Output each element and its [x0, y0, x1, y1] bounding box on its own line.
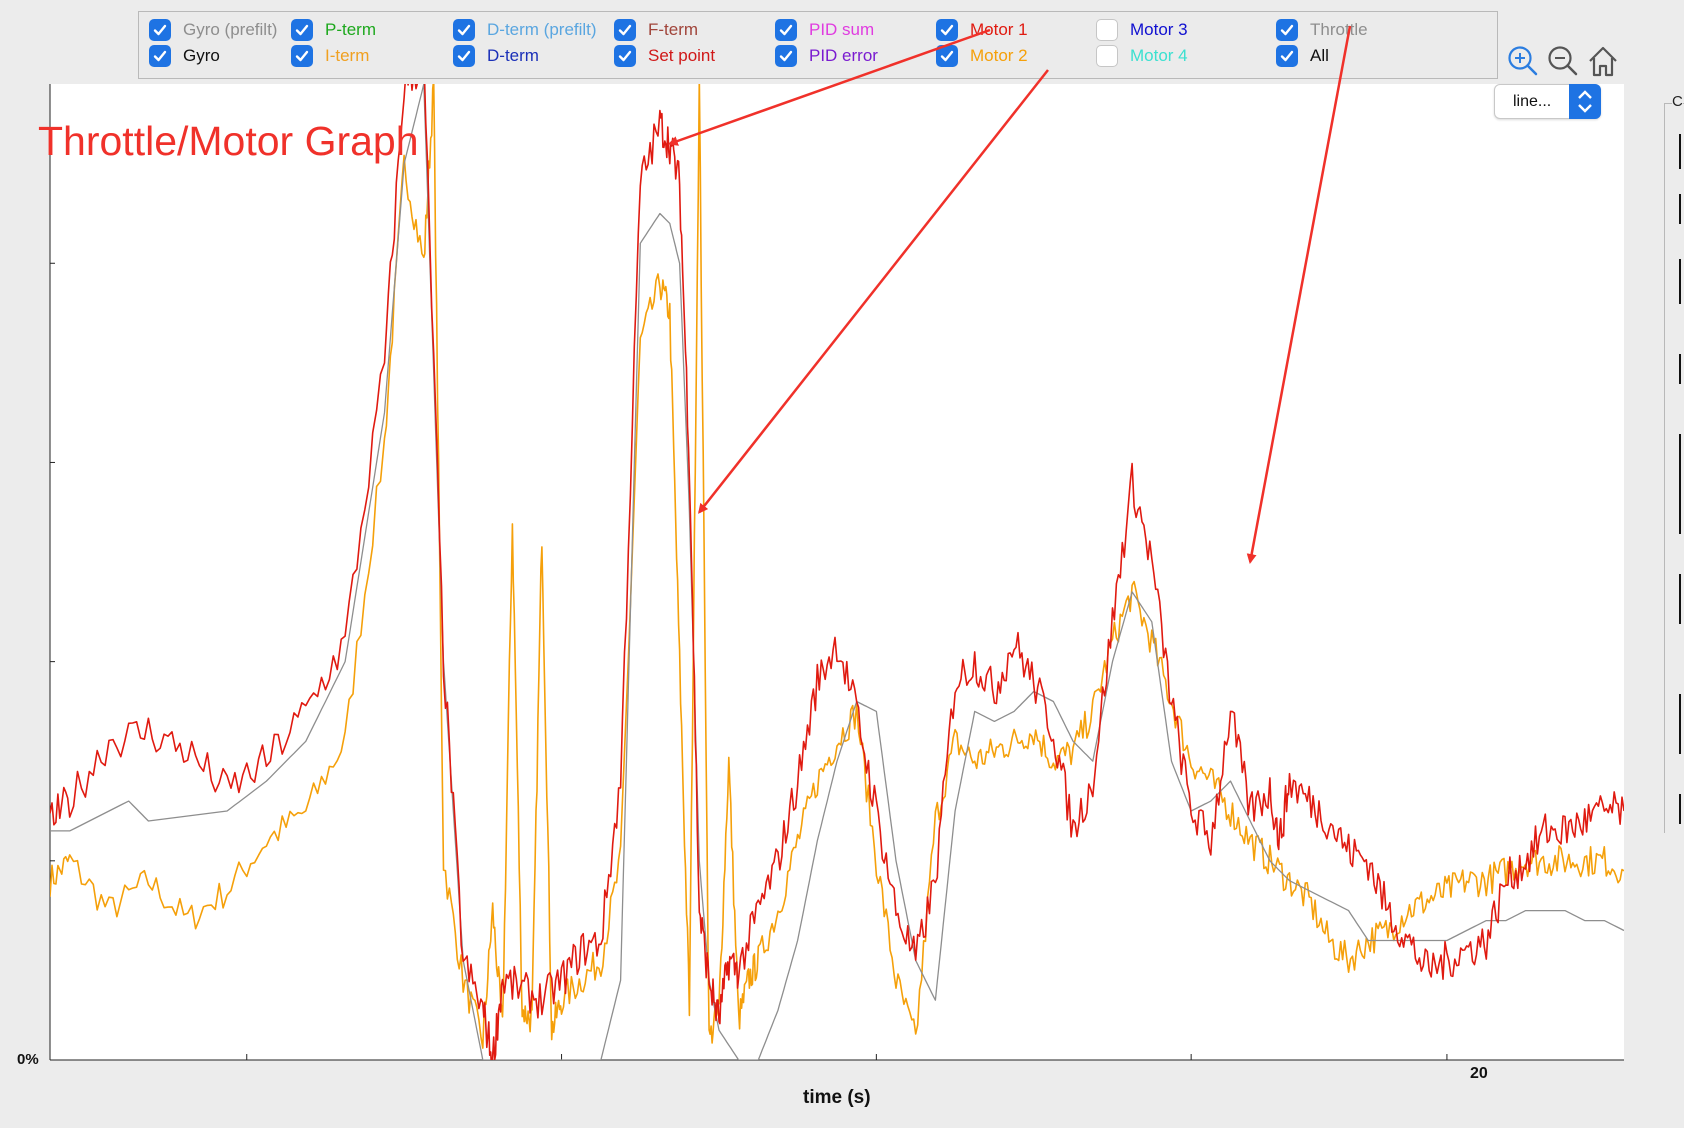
side-panel-tick [1679, 574, 1681, 624]
side-panel-tick [1679, 434, 1681, 474]
side-panel-label: C [1672, 93, 1683, 110]
home-icon[interactable] [1586, 44, 1620, 78]
zoom-out-icon[interactable] [1546, 44, 1580, 78]
checkbox-checked-icon[interactable] [291, 45, 313, 67]
legend-label: PID sum [809, 20, 875, 39]
checkbox-checked-icon[interactable] [1276, 45, 1298, 67]
legend-label: PID error [809, 46, 878, 65]
side-panel-tick [1679, 134, 1681, 169]
legend-toggle-gyro-prefilt[interactable]: Gyro (prefilt) [149, 18, 277, 42]
checkbox-checked-icon[interactable] [936, 19, 958, 41]
legend-toggle-f-term[interactable]: F-term [614, 18, 698, 42]
checkbox-checked-icon[interactable] [936, 45, 958, 67]
annotation-arrow [667, 28, 991, 146]
checkbox-checked-icon[interactable] [149, 45, 171, 67]
series-group [50, 84, 1624, 1060]
plot-background [50, 84, 1624, 1060]
series-line-motor-2 [50, 84, 1624, 1049]
checkbox-unchecked-icon[interactable] [1096, 19, 1118, 41]
legend-toggle-all[interactable]: All [1276, 44, 1329, 68]
chart-annotation-title: Throttle/Motor Graph [38, 118, 419, 164]
side-panel-tick [1679, 794, 1681, 824]
series-line-motor-1 [50, 84, 1624, 1060]
legend-toggle-i-term[interactable]: I-term [291, 44, 369, 68]
legend-toggle-pid-sum[interactable]: PID sum [775, 18, 874, 42]
legend-label: Gyro (prefilt) [183, 20, 278, 39]
checkbox-checked-icon[interactable] [453, 45, 475, 67]
dropdown-label: line... [1513, 93, 1552, 110]
legend-label: F-term [648, 20, 699, 39]
side-panel-tick [1679, 194, 1681, 224]
checkbox-checked-icon[interactable] [291, 19, 313, 41]
series-legend-panel: Gyro (prefilt) Gyro P-term I-term D-term (pr… [138, 11, 1498, 79]
side-panel-tick [1679, 354, 1681, 384]
legend-toggle-d-term[interactable]: D-term [453, 44, 539, 68]
legend-toggle-p-term[interactable]: P-term [291, 18, 376, 42]
annotation-arrow [1246, 25, 1352, 565]
legend-label: Throttle [1310, 20, 1368, 39]
legend-label: Gyro [183, 46, 220, 65]
checkbox-checked-icon[interactable] [775, 45, 797, 67]
legend-label: Motor 3 [1130, 20, 1188, 39]
checkbox-checked-icon[interactable] [453, 19, 475, 41]
annotation-arrow [698, 69, 1049, 514]
legend-label: D-term (prefilt) [487, 20, 597, 39]
legend-label: Motor 2 [970, 46, 1028, 65]
x-tick-label: 20 [1470, 1065, 1488, 1082]
legend-label: Motor 1 [970, 20, 1028, 39]
legend-toggle-motor-1[interactable]: Motor 1 [936, 18, 1028, 42]
checkbox-checked-icon[interactable] [1276, 19, 1298, 41]
legend-toggle-motor-4[interactable]: Motor 4 [1096, 44, 1188, 68]
side-panel-tick [1679, 694, 1681, 754]
legend-toggle-gyro[interactable]: Gyro [149, 44, 220, 68]
checkbox-checked-icon[interactable] [614, 19, 636, 41]
legend-toggle-motor-2[interactable]: Motor 2 [936, 44, 1028, 68]
side-panel-tick [1679, 259, 1681, 304]
checkbox-checked-icon[interactable] [149, 19, 171, 41]
checkbox-checked-icon[interactable] [775, 19, 797, 41]
legend-label: D-term [487, 46, 539, 65]
zoom-in-icon[interactable] [1506, 44, 1540, 78]
plot-type-dropdown[interactable]: line... [1494, 84, 1601, 119]
legend-label: P-term [325, 20, 376, 39]
legend-label: All [1310, 46, 1329, 65]
y-tick-label-zero: 0% [17, 1051, 39, 1068]
legend-toggle-pid-error[interactable]: PID error [775, 44, 878, 68]
legend-toggle-throttle[interactable]: Throttle [1276, 18, 1368, 42]
checkbox-checked-icon[interactable] [614, 45, 636, 67]
legend-label: Set point [648, 46, 716, 65]
legend-toggle-set-point[interactable]: Set point [614, 44, 715, 68]
dropdown-stepper-icon[interactable] [1569, 84, 1601, 119]
legend-toggle-motor-3[interactable]: Motor 3 [1096, 18, 1188, 42]
x-axis-label: time (s) [803, 1087, 871, 1108]
legend-toggle-d-term-prefilt[interactable]: D-term (prefilt) [453, 18, 597, 42]
legend-label: Motor 4 [1130, 46, 1188, 65]
legend-label: I-term [325, 46, 370, 65]
side-panel: C [1664, 93, 1684, 833]
checkbox-unchecked-icon[interactable] [1096, 45, 1118, 67]
side-panel-tick [1679, 464, 1681, 534]
